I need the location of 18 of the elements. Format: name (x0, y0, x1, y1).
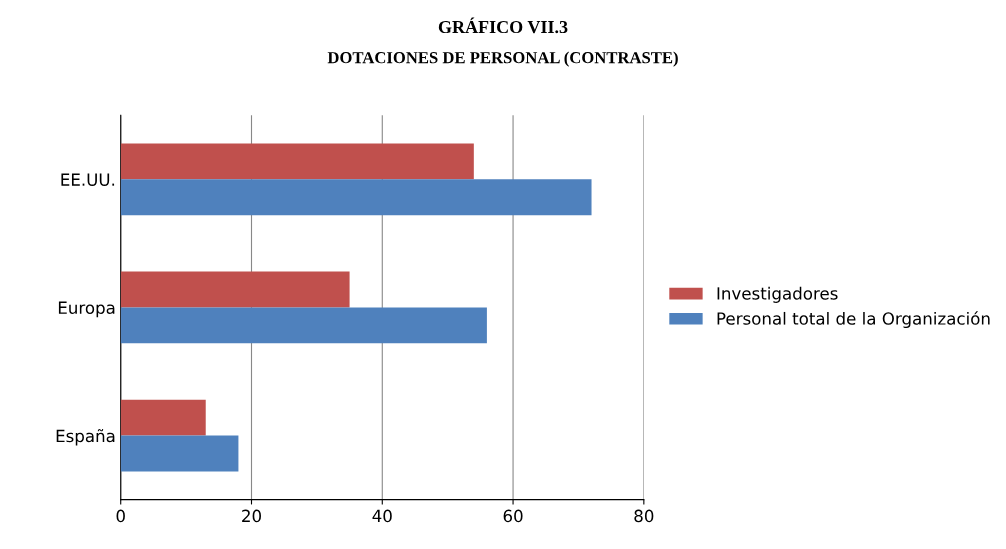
legend-label: Investigadores (717, 286, 838, 303)
legend-label: Personal total de la Organización (717, 311, 990, 329)
x-tick-label: 80 (634, 509, 654, 523)
x-tick-label: 40 (372, 509, 392, 523)
y-tick-label: EE.UU. (61, 173, 115, 186)
y-tick-label: España (56, 429, 115, 446)
chart-subtitle: DOTACIONES DE PERSONAL (CONTRASTE) (327, 51, 678, 67)
x-tick-label: 20 (242, 509, 261, 523)
x-tick-label: 0 (116, 509, 125, 523)
bar (120, 143, 474, 180)
bar (120, 271, 350, 308)
bar (120, 435, 239, 472)
bar (120, 399, 206, 436)
bar (120, 307, 487, 344)
chart-title: GRÁFICO VII.3 (438, 17, 568, 34)
y-tick-label: Europa (58, 301, 115, 318)
bar (120, 179, 592, 216)
x-tick-label: 60 (503, 509, 523, 523)
